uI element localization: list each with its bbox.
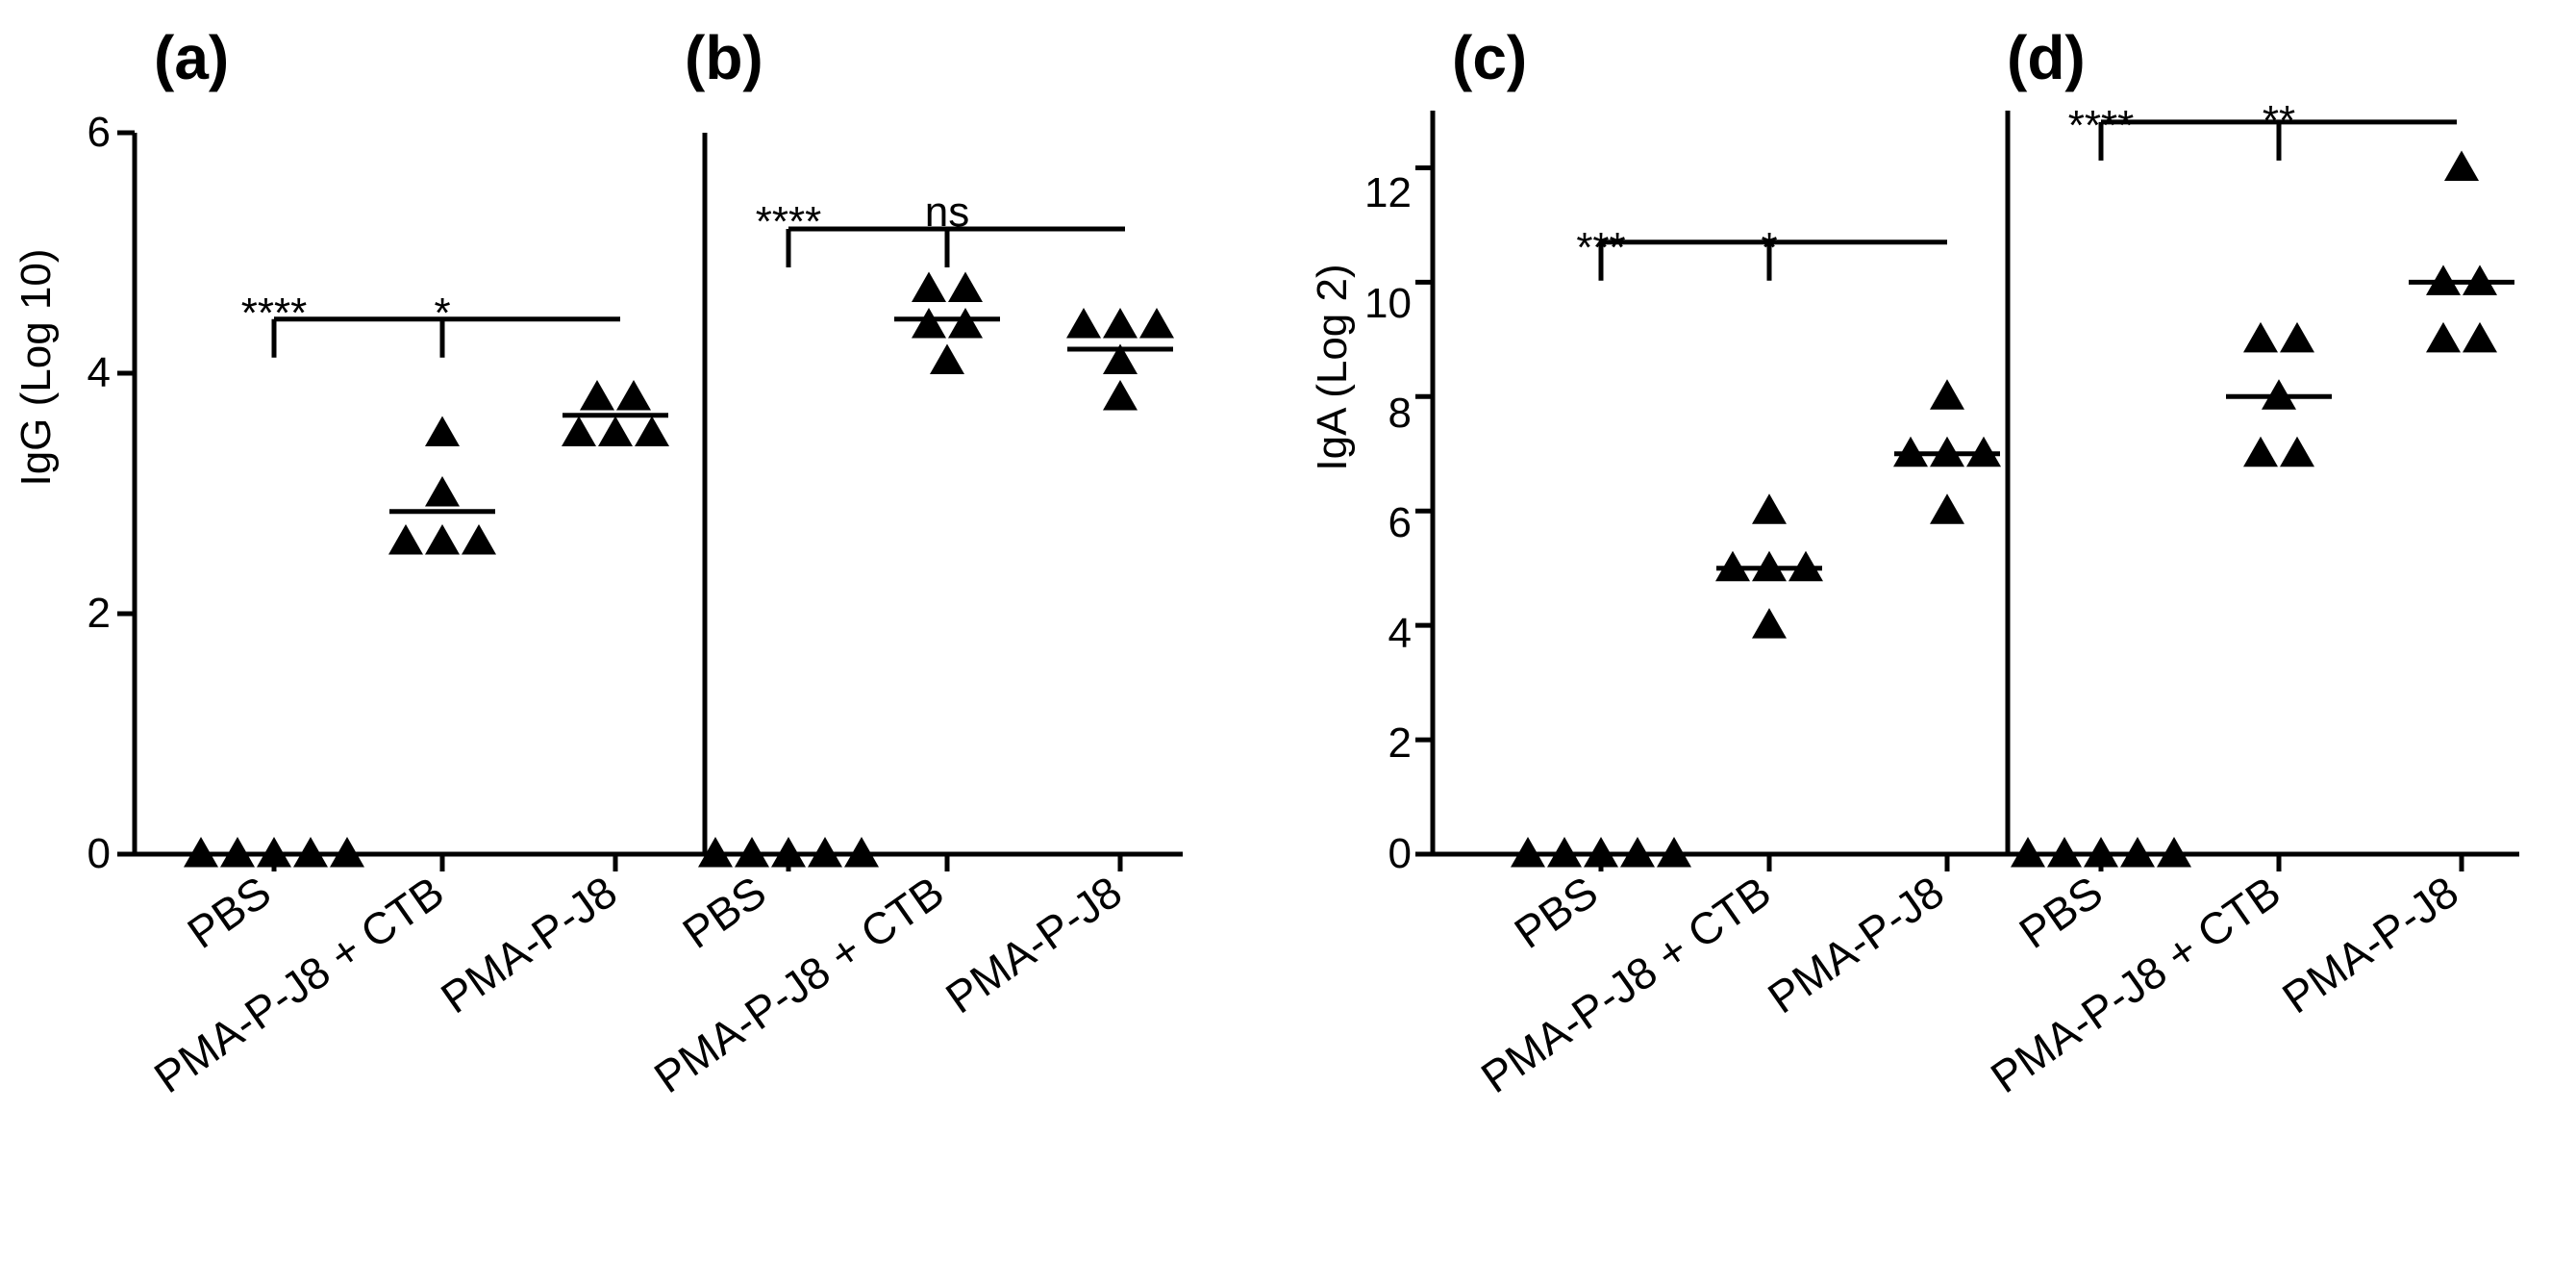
data-point-triangle [1066,308,1101,339]
data-point-triangle [635,416,669,446]
data-point-triangle [425,476,460,507]
y-tick-label: 8 [1388,390,1412,437]
data-point-triangle [1930,493,1964,524]
data-point-triangle [1752,493,1787,524]
x-category-label: PBS [674,867,775,958]
data-point-triangle [1103,380,1138,411]
x-category-label: PMA-P-J8 [937,867,1131,1023]
data-point-triangle [2463,321,2497,353]
data-point-triangle [2011,837,2045,868]
data-point-triangle [598,416,633,446]
data-point-triangle [2280,321,2314,353]
data-point-triangle [616,380,651,411]
data-point-triangle [1752,608,1787,639]
y-tick-label: 0 [1388,830,1412,877]
y-tick-label: 2 [1388,719,1412,767]
data-point-triangle [330,837,364,868]
data-point-triangle [2426,321,2461,353]
panel-label-c: (c) [1452,23,1527,92]
x-category-label: PBS [179,867,280,958]
x-category-label: PBS [2011,867,2112,958]
y-tick-label: 6 [88,109,111,156]
plot-marks [117,111,2519,871]
data-point-triangle [2444,150,2479,181]
data-point-triangle [930,343,964,374]
y-axis-title-igg: IgG (Log 10) [13,248,60,486]
data-point-triangle [2243,321,2278,353]
category-labels-c: PBS PMA-P-J8 + CTB PMA-P-J8 [1472,867,1953,1103]
data-point-triangle [844,837,879,868]
data-point-triangle [912,308,946,339]
x-category-label: PMA-P-J8 + CTB [145,867,453,1103]
data-point-triangle [580,380,614,411]
data-point-triangle [388,524,423,555]
y-tick-label: 12 [1364,169,1412,216]
x-category-label: PBS [1506,867,1607,958]
data-point-triangle [184,837,218,868]
panel-label-a: (a) [154,23,229,92]
y-tick-label: 4 [1388,610,1412,657]
data-point-triangle [1930,379,1964,410]
data-point-triangle [2157,837,2191,868]
y-tick-label: 2 [88,590,111,637]
y-tick-label: 0 [88,830,111,877]
y-tick-label: 4 [88,349,111,396]
y-axis-title-iga: IgA (Log 2) [1309,264,1356,470]
data-point-triangle [948,271,983,302]
x-category-label: PMA-P-J8 [1759,867,1953,1023]
data-point-triangle [2243,436,2278,467]
x-category-label: PMA-P-J8 + CTB [1472,867,1780,1103]
data-point-triangle [2280,436,2314,467]
significance-label: * [434,290,450,337]
x-category-label: PMA-P-J8 [432,867,626,1023]
x-category-label: PMA-P-J8 [2273,867,2467,1023]
data-point-triangle [425,416,460,446]
data-point-triangle [562,416,596,446]
data-point-triangle [1139,308,1174,339]
data-point-triangle [1511,837,1545,868]
data-point-triangle [948,308,983,339]
y-tick-label: 6 [1388,499,1412,546]
category-labels-b: PBS PMA-P-J8 + CTB PMA-P-J8 [645,867,1131,1103]
panel-label-b: (b) [685,23,763,92]
data-point-triangle [462,524,496,555]
data-point-triangle [698,837,733,868]
y-tick-label: 10 [1364,280,1412,327]
data-point-triangle [1657,837,1691,868]
data-point-triangle [912,271,946,302]
data-point-triangle [1103,308,1138,339]
x-category-label: PMA-P-J8 + CTB [1982,867,2289,1103]
data-point-triangle [425,524,460,555]
panel-label-d: (d) [2007,23,2086,92]
x-category-label: PMA-P-J8 + CTB [645,867,953,1103]
category-labels-d: PBS PMA-P-J8 + CTB PMA-P-J8 [1982,867,2467,1103]
category-labels-a: PBS PMA-P-J8 + CTB PMA-P-J8 [145,867,626,1103]
data-point-triangle [1103,343,1138,374]
